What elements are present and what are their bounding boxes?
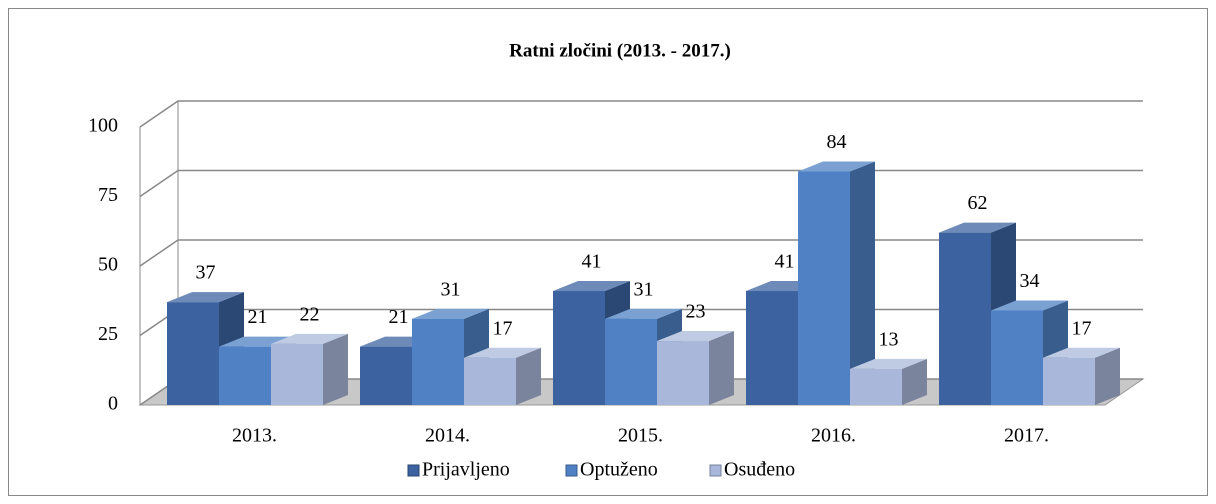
- bar-top: [991, 300, 1068, 311]
- bar: [167, 302, 219, 405]
- bar: [412, 318, 464, 405]
- bar-top: [939, 222, 1016, 233]
- bar: [850, 368, 902, 405]
- bar: [657, 341, 709, 405]
- bar-side: [516, 347, 541, 405]
- bar: [605, 318, 657, 405]
- legend-label: Osuđeno: [724, 459, 795, 481]
- data-label: 41: [582, 251, 602, 273]
- legend-label: Optuženo: [580, 459, 658, 481]
- bar-top: [464, 347, 541, 358]
- bar: [1043, 357, 1095, 405]
- data-label: 37: [196, 262, 216, 284]
- legend-swatch: [407, 464, 420, 477]
- bar-side: [902, 358, 927, 405]
- data-label: 21: [248, 306, 268, 328]
- y-tick-label: 0: [108, 393, 118, 415]
- chart-title: Ratni zločini (2013. - 2017.): [509, 40, 731, 61]
- data-label: 62: [968, 192, 988, 214]
- chart-frame: [8, 8, 1208, 496]
- data-label: 13: [879, 328, 899, 350]
- bar: [553, 291, 605, 405]
- data-label: 17: [1072, 317, 1092, 339]
- x-tick-label: 2016.: [811, 425, 856, 447]
- bar-top: [553, 281, 630, 292]
- y-tick-label: 75: [98, 184, 118, 206]
- data-label: 17: [493, 317, 513, 339]
- data-label: 34: [1020, 270, 1040, 292]
- bar-top: [605, 308, 682, 319]
- x-tick-label: 2014.: [425, 425, 470, 447]
- bar: [798, 171, 850, 405]
- bar-side: [323, 333, 348, 405]
- bar: [219, 346, 271, 405]
- bar-side: [709, 331, 734, 405]
- data-label: 21: [389, 306, 409, 328]
- bar-side: [1095, 347, 1120, 405]
- bar-top: [1043, 347, 1120, 358]
- legend-label: Prijavljeno: [422, 459, 510, 481]
- data-label: 31: [441, 278, 461, 300]
- x-tick-label: 2013.: [232, 425, 277, 447]
- bar: [271, 343, 323, 405]
- bar: [360, 346, 412, 405]
- data-label: 31: [634, 278, 654, 300]
- x-tick-label: 2015.: [618, 425, 663, 447]
- y-tick-label: 100: [88, 115, 118, 137]
- legend-swatch: [565, 464, 578, 477]
- bar-top: [657, 331, 734, 342]
- grid-line: [139, 100, 1143, 128]
- bar: [746, 291, 798, 405]
- data-label: 84: [827, 131, 847, 153]
- bar-top: [271, 333, 348, 344]
- bar-top: [798, 161, 875, 172]
- bar: [939, 232, 991, 405]
- bar: [991, 310, 1043, 405]
- bar: [464, 357, 516, 405]
- data-label: 23: [686, 301, 706, 323]
- bar-side: [850, 161, 875, 405]
- legend-swatch: [709, 464, 722, 477]
- bar-top: [850, 358, 927, 369]
- data-label: 22: [300, 303, 320, 325]
- y-tick-label: 50: [98, 254, 118, 276]
- data-label: 41: [775, 251, 795, 273]
- bar-top: [412, 308, 489, 319]
- bar-top: [167, 292, 244, 303]
- y-tick-label: 25: [98, 323, 118, 345]
- x-tick-label: 2017.: [1004, 425, 1049, 447]
